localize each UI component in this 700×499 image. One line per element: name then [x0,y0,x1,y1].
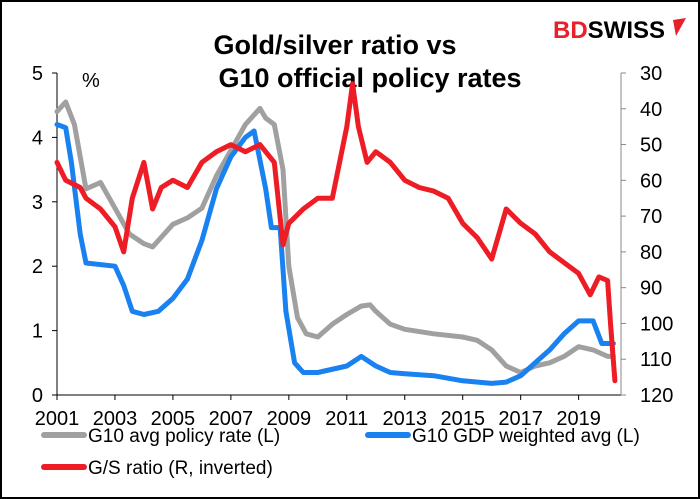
x-tick-label: 2017 [498,408,543,430]
right-tick-label: 60 [640,170,662,192]
right-tick-label: 80 [640,242,662,264]
left-tick-label: 5 [32,63,43,85]
series-line-0 [54,99,616,375]
x-tick-label: 2011 [325,408,368,430]
right-tick-label: 90 [640,278,662,300]
x-tick-label: 2003 [93,408,138,430]
right-tick-label: 30 [640,63,662,85]
x-tick-label: 2001 [35,408,80,430]
x-tick-label: 2007 [209,408,254,430]
left-tick-label: 1 [32,321,43,343]
series-line-2 [54,81,618,384]
brand-part-1: BD [553,17,588,44]
right-tick-label: 40 [640,99,662,121]
brand-arrow-icon [673,18,686,36]
x-tick-label: 2005 [151,408,196,430]
left-tick-label: 0 [32,385,43,407]
right-tick-label: 70 [640,206,662,228]
x-tick-label: 2009 [267,408,312,430]
x-tick-label: 2019 [556,408,601,430]
legend-label-2: G/S ratio (R, inverted) [88,458,273,479]
brand-logo: BDSWISS [553,17,686,44]
svg-text:BDSWISS: BDSWISS [553,17,665,44]
chart-title-line-1: Gold/silver ratio vs [213,30,456,60]
left-tick-label: 4 [32,127,43,149]
brand-part-2: SWISS [588,17,665,44]
left-tick-label: 2 [32,256,43,278]
x-tick-label: 2015 [440,408,485,430]
right-tick-label: 120 [640,385,673,407]
right-tick-label: 100 [640,313,673,335]
series-line-1 [54,122,616,386]
legend-label-1: G10 GDP weighted avg (L) [412,426,640,447]
right-tick-label: 110 [640,349,672,371]
legend-label-0: G10 avg policy rate (L) [88,426,280,447]
chart-title-line-2: G10 official policy rates [218,63,521,93]
left-tick-label: 3 [32,192,43,214]
left-axis-unit: % [82,70,100,92]
x-tick-label: 2013 [383,408,428,430]
right-tick-label: 50 [640,135,662,157]
